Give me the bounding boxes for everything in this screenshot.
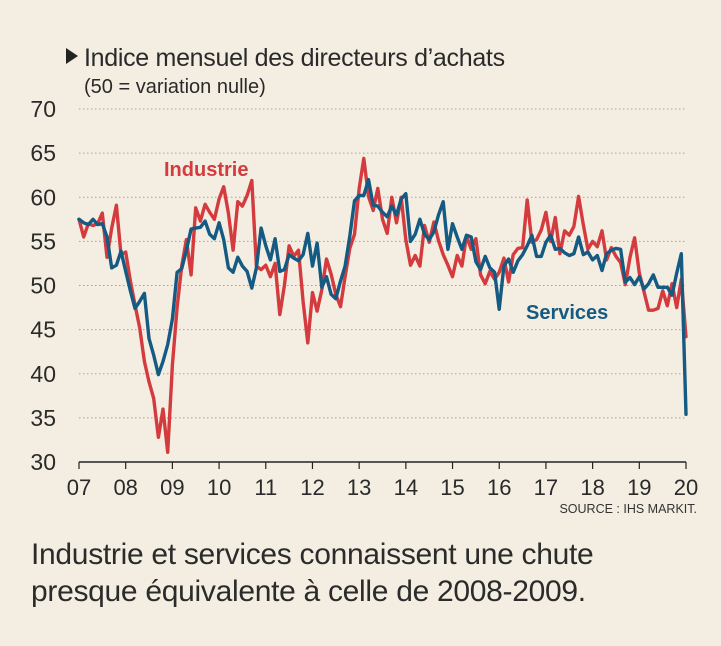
y-tick-label-45: 45 bbox=[30, 317, 56, 343]
y-tick-label-60: 60 bbox=[30, 184, 56, 210]
y-axis: 30 35 40 45 50 55 60 65 70 bbox=[30, 96, 56, 475]
x-tick-label-12: 12 bbox=[300, 475, 324, 500]
y-tick-label-70: 70 bbox=[30, 96, 56, 122]
grid bbox=[79, 108, 686, 419]
x-tick-label-11: 11 bbox=[254, 475, 277, 500]
x-tick-label-14: 14 bbox=[394, 475, 418, 500]
x-tick-label-09: 09 bbox=[160, 475, 184, 500]
x-tick-label-08: 08 bbox=[113, 475, 137, 500]
caption: Industrie et services connaissent une ch… bbox=[31, 538, 594, 608]
y-tick-label-40: 40 bbox=[30, 361, 56, 387]
series-line-services bbox=[77, 177, 688, 416]
x-tick-label-16: 16 bbox=[487, 475, 511, 500]
x-tick-label-20: 20 bbox=[674, 475, 698, 500]
x-tick-label-17: 17 bbox=[534, 475, 558, 500]
x-tick-label-07: 07 bbox=[67, 475, 91, 500]
y-tick-label-30: 30 bbox=[30, 449, 56, 475]
series-label-industrie: Industrie bbox=[164, 159, 249, 181]
x-tick-label-19: 19 bbox=[627, 475, 651, 500]
x-tick-label-13: 13 bbox=[347, 475, 371, 500]
chart-subtitle: (50 = variation nulle) bbox=[84, 76, 266, 98]
chart-title: Indice mensuel des directeurs d’achats bbox=[66, 44, 505, 73]
series-line-industrie bbox=[77, 156, 688, 454]
chart-title-text: Indice mensuel des directeurs d’achats bbox=[84, 44, 505, 72]
y-tick-label-55: 55 bbox=[30, 228, 56, 254]
x-tick-label-15: 15 bbox=[440, 475, 464, 500]
x-axis: 07 08 09 10 11 12 13 14 15 16 17 18 19 20 bbox=[67, 461, 698, 500]
x-tick-label-10: 10 bbox=[207, 475, 231, 500]
y-tick-label-65: 65 bbox=[30, 140, 56, 166]
x-tick-label-18: 18 bbox=[580, 475, 604, 500]
series-lines bbox=[77, 156, 688, 454]
series-label-services: Services bbox=[526, 302, 609, 324]
y-tick-label-35: 35 bbox=[30, 405, 56, 431]
source-note: SOURCE : IHS MARKIT. bbox=[559, 502, 697, 516]
triangle-bullet-icon bbox=[66, 48, 78, 64]
y-tick-label-50: 50 bbox=[30, 273, 56, 299]
